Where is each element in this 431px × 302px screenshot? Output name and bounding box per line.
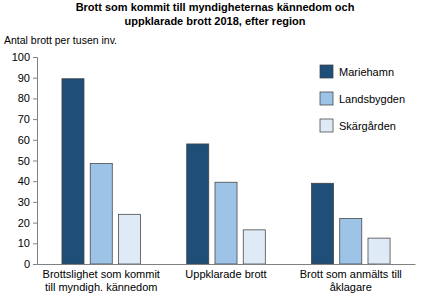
legend-label: Landsbygden: [339, 93, 405, 105]
legend-swatch: [320, 119, 333, 132]
bars: [62, 79, 390, 264]
y-tick-mark: [33, 264, 37, 265]
y-tick: 50: [18, 155, 37, 167]
bar: [118, 214, 140, 264]
bar: [187, 144, 209, 264]
legend-swatch: [320, 65, 333, 78]
y-tick-mark: [33, 140, 37, 141]
legend-label: Skärgården: [339, 120, 396, 132]
y-axis: 0 10 20 30 40 50 60 70 80 90 100: [12, 51, 38, 270]
y-tick-label: 70: [18, 113, 30, 125]
y-tick: 40: [18, 175, 37, 187]
title: Brott som kommit till myndigheternas kän…: [76, 1, 355, 27]
y-tick: 100: [12, 51, 37, 63]
bar: [243, 230, 265, 264]
chart: Brott som kommit till myndigheternas kän…: [0, 0, 431, 302]
bar: [311, 183, 333, 264]
text-line: till myndigh. kännedom: [45, 281, 158, 293]
y-tick-mark: [33, 78, 37, 79]
y-tick-mark: [33, 57, 37, 58]
y-axis-line: [33, 58, 38, 265]
x-tick-label: Brottslighet som kommittill myndigh. kän…: [43, 268, 160, 293]
text-line: Brott som kommit till myndigheternas kän…: [76, 1, 355, 13]
text-line: Brottslighet som kommit: [43, 268, 160, 280]
x-tick: Brottslighet som kommittill myndigh. kän…: [43, 264, 160, 293]
bar: [90, 164, 112, 264]
y-tick-label: 40: [18, 175, 30, 187]
y-tick-label: 10: [18, 237, 30, 249]
y-tick: 20: [18, 217, 37, 229]
y-axis-label: Antal brott per tusen inv.: [4, 34, 117, 46]
y-tick-label: 30: [18, 196, 30, 208]
y-tick-label: 80: [18, 92, 30, 104]
bar: [368, 238, 390, 264]
y-tick-label: 0: [24, 258, 30, 270]
x-tick-label: Uppklarade brott: [185, 268, 266, 280]
y-tick: 60: [18, 134, 37, 146]
y-tick-mark: [33, 98, 37, 99]
legend-label: Mariehamn: [339, 66, 394, 78]
y-tick-label: 100: [12, 51, 30, 63]
legend-swatch: [320, 92, 333, 105]
y-tick-label: 60: [18, 134, 30, 146]
y-tick: 30: [18, 196, 37, 208]
x-tick: Uppklarade brott: [185, 264, 266, 280]
y-tick-mark: [33, 181, 37, 182]
y-tick-mark: [33, 202, 37, 203]
y-tick-label: 20: [18, 217, 30, 229]
y-tick: 80: [18, 92, 37, 104]
y-tick-mark: [33, 161, 37, 162]
text-line: uppklarade brott 2018, efter region: [125, 15, 306, 27]
y-tick: 0: [24, 258, 37, 270]
x-axis: Brottslighet som kommittill myndigh. kän…: [38, 264, 416, 293]
text-line: Uppklarade brott: [185, 268, 266, 280]
x-tick-label: Brott som anmälts tillåklagare: [300, 268, 402, 293]
text-line: Brott som anmälts till: [300, 268, 402, 280]
y-tick: 70: [18, 113, 37, 125]
bar: [340, 218, 362, 264]
text-line: åklagare: [330, 281, 372, 293]
y-tick-mark: [33, 243, 37, 244]
y-tick: 90: [18, 72, 37, 84]
y-tick-mark: [33, 223, 37, 224]
bar: [62, 79, 84, 264]
bar: [215, 182, 237, 264]
y-tick-mark: [33, 119, 37, 120]
legend: Mariehamn Landsbygden Skärgården: [320, 65, 405, 132]
y-tick-label: 90: [18, 72, 30, 84]
x-axis-line: [38, 264, 416, 265]
y-tick-label: 50: [18, 155, 30, 167]
x-tick: Brott som anmälts tillåklagare: [300, 264, 402, 293]
y-tick: 10: [18, 237, 37, 249]
